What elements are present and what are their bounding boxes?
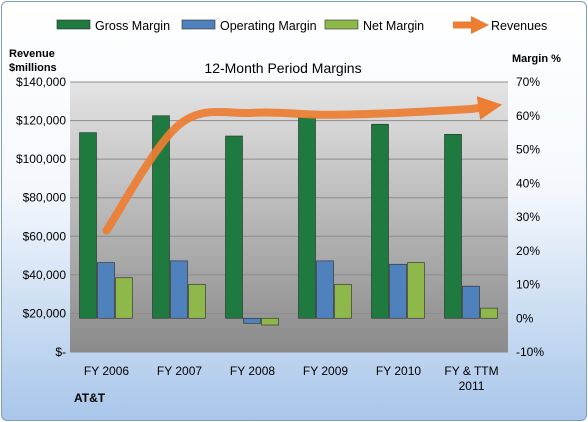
bar-operating-margin — [170, 260, 188, 319]
revenue-line-path — [102, 96, 503, 235]
legend-label-gross-margin: Gross Margin — [95, 19, 170, 33]
left-tick-label: $40,000 — [23, 268, 67, 282]
x-tick-label: FY & TTM — [444, 364, 498, 378]
right-tick-label: 40% — [516, 176, 540, 190]
left-tick-label: $20,000 — [23, 306, 67, 320]
right-tick-label: -10% — [516, 345, 544, 359]
x-tick-label: FY 2008 — [230, 364, 275, 378]
left-axis: $- $20,000 $40,000 $60,000 $80,000 $100,000 $1… — [16, 75, 66, 359]
bar-gross-margin — [225, 135, 243, 319]
bar-operating-margin — [462, 285, 480, 319]
x-tick-label: FY 2007 — [157, 364, 202, 378]
bar-operating-margin — [97, 262, 115, 319]
right-tick-label: 50% — [516, 143, 540, 157]
left-tick-label: $100,000 — [16, 152, 66, 166]
x-axis: FY 2006 FY 2007 FY 2008 FY 2009 FY 2010 FY & … — [84, 364, 499, 393]
x-tick-label: FY 2009 — [303, 364, 348, 378]
plot-area — [70, 82, 508, 352]
bar-gross-margin — [371, 123, 389, 319]
revenue-line — [102, 96, 503, 235]
x-tick-label: FY 2006 — [84, 364, 129, 378]
right-tick-label: 0% — [516, 311, 534, 325]
right-tick-label: 60% — [516, 109, 540, 123]
bar-gross-margin — [79, 132, 97, 319]
bar-net-margin — [334, 284, 352, 319]
left-tick-label: $120,000 — [16, 114, 66, 128]
legend-swatch-operating-margin — [181, 19, 216, 30]
left-tick-label: $140,000 — [16, 75, 66, 89]
legend-swatch-gross-margin — [56, 19, 91, 30]
x-tick-label: FY 2010 — [376, 364, 421, 378]
legend-arrow-revenues — [471, 16, 489, 34]
gridlines — [70, 81, 508, 353]
left-tick-label: $- — [55, 345, 66, 359]
left-tick-label: $80,000 — [23, 191, 67, 205]
right-tick-label: 70% — [516, 75, 540, 89]
bars — [79, 115, 498, 326]
right-tick-label: 20% — [516, 244, 540, 258]
bar-gross-margin — [152, 115, 170, 319]
right-axis-label: Margin % — [512, 53, 561, 65]
legend-label-operating-margin: Operating Margin — [220, 19, 317, 33]
bar-operating-margin — [243, 317, 261, 324]
right-tick-label: 30% — [516, 210, 540, 224]
x-tick-label: 2011 — [459, 379, 485, 393]
bar-gross-margin — [298, 117, 316, 319]
bar-net-margin — [480, 307, 498, 319]
legend-swatch-net-margin — [324, 19, 359, 30]
left-axis-label-line1: Revenue — [9, 48, 55, 60]
bar-gross-margin — [444, 134, 462, 319]
legend: Gross Margin Operating Margin Net Margin Re… — [56, 16, 547, 34]
right-tick-label: 10% — [516, 278, 540, 292]
bar-operating-margin — [316, 260, 334, 319]
bar-net-margin — [261, 317, 279, 326]
bar-net-margin — [188, 284, 206, 319]
bar-operating-margin — [389, 263, 407, 319]
company-label: AT&T — [74, 391, 106, 405]
bar-net-margin — [115, 277, 133, 319]
right-axis: -10% 0% 10% 20% 30% 40% 50% 60% 70% — [516, 75, 544, 359]
left-axis-label-line2: $millions — [9, 62, 57, 74]
left-tick-label: $60,000 — [23, 229, 67, 243]
legend-label-net-margin: Net Margin — [363, 19, 424, 33]
bar-net-margin — [407, 262, 425, 319]
chart-title: 12-Month Period Margins — [204, 60, 361, 76]
legend-label-revenues: Revenues — [491, 19, 547, 33]
